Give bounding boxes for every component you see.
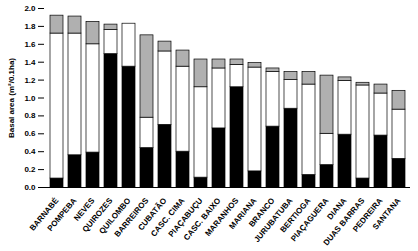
svg-text:CASC. CIMA: CASC. CIMA <box>149 196 187 239</box>
svg-text:PIAÇABUÇU: PIAÇABUÇU <box>166 196 205 239</box>
svg-text:0.8: 0.8 <box>24 111 36 120</box>
svg-text:1.6: 1.6 <box>24 40 36 49</box>
svg-text:SANTANA: SANTANA <box>371 196 403 231</box>
svg-text:QUILOMBO: QUILOMBO <box>97 196 133 236</box>
svg-text:1.2: 1.2 <box>24 76 36 85</box>
svg-text:1.4: 1.4 <box>24 58 36 67</box>
svg-text:2.0: 2.0 <box>24 4 36 13</box>
svg-text:DUAS BARRAS: DUAS BARRAS <box>321 196 367 248</box>
svg-text:Basal area (m²/0.1ha): Basal area (m²/0.1ha) <box>7 58 16 138</box>
svg-text:DIANA: DIANA <box>325 196 349 222</box>
svg-text:QUIROZES: QUIROZES <box>80 196 115 234</box>
svg-text:BRANCO: BRANCO <box>247 196 277 229</box>
svg-text:0.0: 0.0 <box>24 183 36 192</box>
svg-text:MARANHOS: MARANHOS <box>203 196 241 239</box>
svg-text:1.8: 1.8 <box>24 22 36 31</box>
svg-text:1.0: 1.0 <box>24 94 36 103</box>
svg-text:CUBATÃO: CUBATÃO <box>136 196 169 233</box>
svg-text:POMPEBA: POMPEBA <box>45 196 79 233</box>
svg-text:0.4: 0.4 <box>24 147 36 156</box>
svg-text:MARIANA: MARIANA <box>227 196 259 231</box>
svg-text:JURUBATUBA: JURUBATUBA <box>252 196 295 245</box>
svg-text:0.2: 0.2 <box>24 165 36 174</box>
svg-text:PIAÇAGUERA: PIAÇAGUERA <box>289 196 331 243</box>
svg-text:BERTIOGA: BERTIOGA <box>278 196 313 235</box>
svg-text:BARNABÉ: BARNABÉ <box>27 196 61 233</box>
svg-text:NEVES: NEVES <box>72 196 97 223</box>
svg-text:0.6: 0.6 <box>24 129 36 138</box>
svg-text:BARREIROS: BARREIROS <box>112 196 151 239</box>
svg-text:PEDREIRA: PEDREIRA <box>351 196 385 234</box>
svg-text:CASC. BAIXO: CASC. BAIXO <box>181 196 223 243</box>
